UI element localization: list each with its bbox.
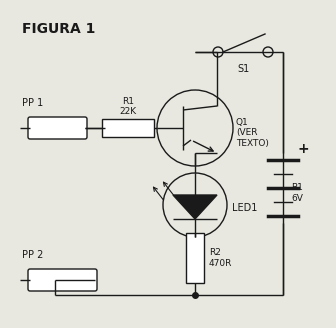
Text: PP 2: PP 2: [22, 250, 43, 260]
FancyBboxPatch shape: [102, 119, 154, 137]
Text: Q1
(VER
TEXTO): Q1 (VER TEXTO): [236, 118, 269, 148]
Polygon shape: [173, 195, 217, 219]
Text: PP 1: PP 1: [22, 98, 43, 108]
Text: B1
6V: B1 6V: [291, 183, 303, 203]
Text: R2
470R: R2 470R: [209, 248, 233, 268]
Text: S1: S1: [237, 64, 249, 74]
Text: R1
22K: R1 22K: [119, 97, 136, 116]
Text: +: +: [297, 142, 309, 156]
FancyBboxPatch shape: [28, 269, 97, 291]
FancyBboxPatch shape: [186, 233, 204, 283]
Text: LED1: LED1: [232, 203, 257, 213]
Text: FIGURA 1: FIGURA 1: [22, 22, 95, 36]
FancyBboxPatch shape: [28, 117, 87, 139]
